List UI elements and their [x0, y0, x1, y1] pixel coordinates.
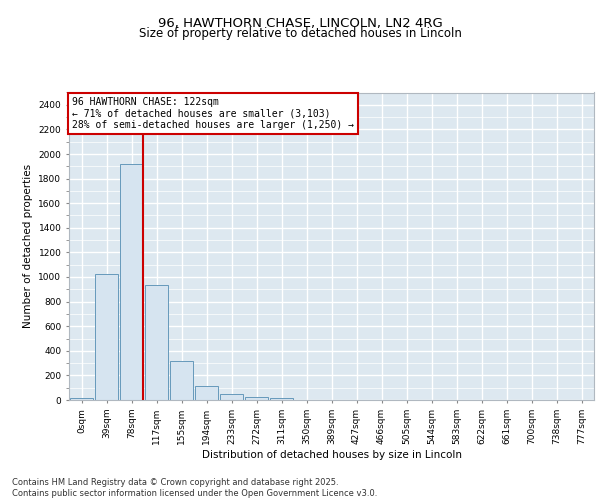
Bar — [70, 398, 94, 400]
Text: Contains HM Land Registry data © Crown copyright and database right 2025.
Contai: Contains HM Land Registry data © Crown c… — [12, 478, 377, 498]
X-axis label: Distribution of detached houses by size in Lincoln: Distribution of detached houses by size … — [202, 450, 461, 460]
Bar — [245, 397, 268, 400]
Bar — [269, 398, 293, 400]
Bar — [145, 285, 169, 400]
Text: Size of property relative to detached houses in Lincoln: Size of property relative to detached ho… — [139, 28, 461, 40]
Text: 96 HAWTHORN CHASE: 122sqm
← 71% of detached houses are smaller (3,103)
28% of se: 96 HAWTHORN CHASE: 122sqm ← 71% of detac… — [71, 97, 353, 130]
Y-axis label: Number of detached properties: Number of detached properties — [23, 164, 33, 328]
Text: 96, HAWTHORN CHASE, LINCOLN, LN2 4RG: 96, HAWTHORN CHASE, LINCOLN, LN2 4RG — [158, 18, 442, 30]
Bar — [119, 164, 143, 400]
Bar — [170, 360, 193, 400]
Bar — [220, 394, 244, 400]
Bar — [194, 386, 218, 400]
Bar — [95, 274, 118, 400]
